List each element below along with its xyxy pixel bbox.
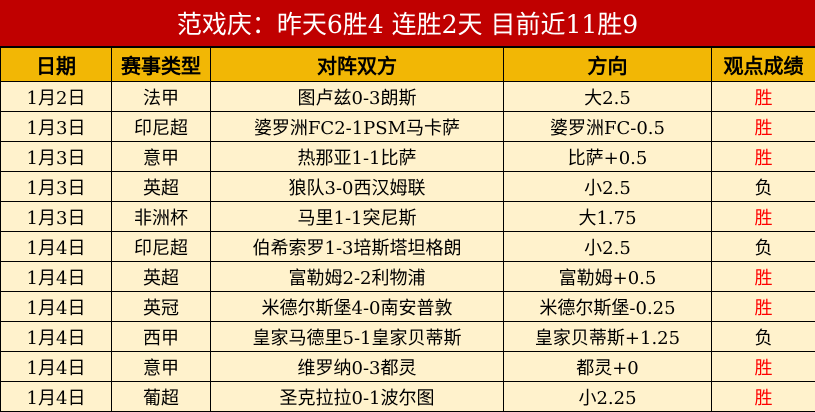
- pick-cell: 婆罗洲FC-0.5: [503, 111, 712, 142]
- pick-cell: 小2.5: [503, 171, 712, 202]
- header-result: 观点成绩: [711, 47, 815, 82]
- date-cell: 1月2日: [0, 81, 112, 112]
- page-title: 范戏庆：昨天6胜4 连胜2天 目前近11胜9: [0, 0, 815, 47]
- match-cell: 热那亚1-1比萨: [210, 141, 504, 172]
- pick-cell: 富勒姆+0.5: [503, 261, 712, 292]
- table-row: 1月3日 意甲 热那亚1-1比萨 比萨+0.5 胜: [0, 141, 815, 172]
- pick-cell: 大1.75: [503, 201, 712, 232]
- table-row: 1月3日 英超 狼队3-0西汉姆联 小2.5 负: [0, 171, 815, 202]
- pick-cell: 米德尔斯堡-0.25: [503, 291, 712, 322]
- date-cell: 1月4日: [0, 291, 112, 322]
- result-cell: 负: [711, 321, 815, 352]
- header-pick: 方向: [503, 47, 712, 82]
- league-cell: 英冠: [111, 291, 211, 322]
- result-cell: 胜: [711, 141, 815, 172]
- league-cell: 西甲: [111, 321, 211, 352]
- pick-cell: 小2.25: [503, 381, 712, 412]
- date-cell: 1月3日: [0, 201, 112, 232]
- table-row: 1月4日 英超 富勒姆2-2利物浦 富勒姆+0.5 胜: [0, 261, 815, 292]
- date-cell: 1月3日: [0, 111, 112, 142]
- result-cell: 负: [711, 171, 815, 202]
- date-cell: 1月4日: [0, 231, 112, 262]
- league-cell: 印尼超: [111, 111, 211, 142]
- league-cell: 非洲杯: [111, 201, 211, 232]
- header-league: 赛事类型: [111, 47, 211, 82]
- date-cell: 1月4日: [0, 381, 112, 412]
- pick-cell: 大2.5: [503, 81, 712, 112]
- result-cell: 胜: [711, 381, 815, 412]
- result-cell: 负: [711, 231, 815, 262]
- league-cell: 英超: [111, 261, 211, 292]
- table-row: 1月4日 西甲 皇家马德里5-1皇家贝蒂斯 皇家贝蒂斯+1.25 负: [0, 321, 815, 352]
- table-row: 1月2日 法甲 图卢兹0-3朗斯 大2.5 胜: [0, 81, 815, 112]
- match-cell: 圣克拉拉0-1波尔图: [210, 381, 504, 412]
- match-cell: 富勒姆2-2利物浦: [210, 261, 504, 292]
- pick-cell: 皇家贝蒂斯+1.25: [503, 321, 712, 352]
- match-cell: 米德尔斯堡4-0南安普敦: [210, 291, 504, 322]
- date-cell: 1月4日: [0, 321, 112, 352]
- pick-cell: 比萨+0.5: [503, 141, 712, 172]
- date-cell: 1月4日: [0, 261, 112, 292]
- league-cell: 英超: [111, 171, 211, 202]
- table-row: 1月3日 印尼超 婆罗洲FC2-1PSM马卡萨 婆罗洲FC-0.5 胜: [0, 111, 815, 142]
- header-match: 对阵双方: [210, 47, 504, 82]
- match-cell: 皇家马德里5-1皇家贝蒂斯: [210, 321, 504, 352]
- result-cell: 胜: [711, 351, 815, 382]
- table-row: 1月4日 葡超 圣克拉拉0-1波尔图 小2.25 胜: [0, 381, 815, 412]
- match-cell: 伯希索罗1-3培斯塔坦格朗: [210, 231, 504, 262]
- pick-cell: 小2.5: [503, 231, 712, 262]
- match-cell: 维罗纳0-3都灵: [210, 351, 504, 382]
- league-cell: 意甲: [111, 351, 211, 382]
- date-cell: 1月3日: [0, 141, 112, 172]
- result-cell: 胜: [711, 261, 815, 292]
- table-row: 1月4日 英冠 米德尔斯堡4-0南安普敦 米德尔斯堡-0.25 胜: [0, 291, 815, 322]
- date-cell: 1月4日: [0, 351, 112, 382]
- result-cell: 胜: [711, 81, 815, 112]
- match-cell: 马里1-1突尼斯: [210, 201, 504, 232]
- league-cell: 法甲: [111, 81, 211, 112]
- result-cell: 胜: [711, 201, 815, 232]
- match-cell: 狼队3-0西汉姆联: [210, 171, 504, 202]
- pick-cell: 都灵+0: [503, 351, 712, 382]
- result-cell: 胜: [711, 291, 815, 322]
- league-cell: 印尼超: [111, 231, 211, 262]
- league-cell: 葡超: [111, 381, 211, 412]
- table-row: 1月3日 非洲杯 马里1-1突尼斯 大1.75 胜: [0, 201, 815, 232]
- league-cell: 意甲: [111, 141, 211, 172]
- match-cell: 图卢兹0-3朗斯: [210, 81, 504, 112]
- date-cell: 1月3日: [0, 171, 112, 202]
- result-cell: 胜: [711, 111, 815, 142]
- table-row: 1月4日 意甲 维罗纳0-3都灵 都灵+0 胜: [0, 351, 815, 382]
- results-table: 日期 赛事类型 对阵双方 方向 观点成绩 1月2日 法甲 图卢兹0-3朗斯 大2.5 胜…: [0, 47, 815, 412]
- header-row: 日期 赛事类型 对阵双方 方向 观点成绩: [0, 47, 815, 82]
- table-row: 1月4日 印尼超 伯希索罗1-3培斯塔坦格朗 小2.5 负: [0, 231, 815, 262]
- match-cell: 婆罗洲FC2-1PSM马卡萨: [210, 111, 504, 142]
- header-date: 日期: [0, 47, 112, 82]
